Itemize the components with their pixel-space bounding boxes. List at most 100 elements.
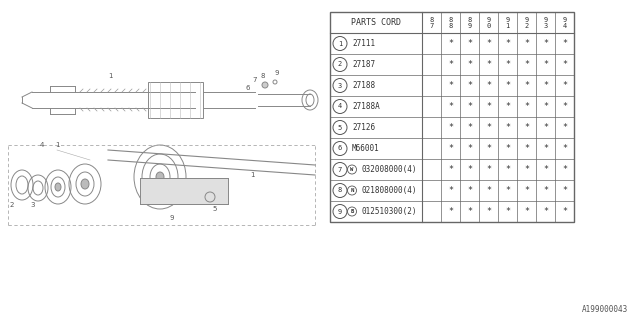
Text: 9: 9: [338, 209, 342, 214]
Text: *: *: [524, 165, 529, 174]
Text: 9: 9: [524, 17, 529, 22]
Text: *: *: [448, 186, 453, 195]
Text: 1: 1: [108, 73, 112, 79]
Text: *: *: [467, 60, 472, 69]
Text: *: *: [562, 144, 567, 153]
Text: 5: 5: [212, 206, 216, 212]
Bar: [140, 178, 228, 204]
Text: *: *: [448, 102, 453, 111]
Text: *: *: [524, 144, 529, 153]
Text: 9: 9: [563, 17, 566, 22]
Text: 27187: 27187: [352, 60, 375, 69]
Text: *: *: [467, 81, 472, 90]
Ellipse shape: [55, 183, 61, 191]
Text: *: *: [448, 207, 453, 216]
Bar: [148, 82, 203, 118]
Text: *: *: [543, 186, 548, 195]
Text: *: *: [467, 165, 472, 174]
Text: 2: 2: [10, 202, 14, 208]
Text: *: *: [467, 102, 472, 111]
Text: *: *: [524, 123, 529, 132]
Text: *: *: [562, 207, 567, 216]
Text: *: *: [505, 207, 510, 216]
Text: *: *: [524, 102, 529, 111]
Text: 012510300(2): 012510300(2): [362, 207, 417, 216]
Text: *: *: [562, 165, 567, 174]
Ellipse shape: [81, 179, 89, 189]
Text: 3: 3: [30, 202, 35, 208]
Text: 1: 1: [250, 172, 255, 178]
Text: 9: 9: [506, 17, 509, 22]
Text: 27126: 27126: [352, 123, 375, 132]
Text: 3: 3: [543, 23, 548, 29]
Text: *: *: [524, 39, 529, 48]
Text: 8: 8: [429, 17, 434, 22]
Text: 6: 6: [246, 85, 250, 91]
Text: *: *: [562, 39, 567, 48]
Text: 5: 5: [338, 124, 342, 131]
Text: *: *: [448, 81, 453, 90]
Text: *: *: [486, 39, 491, 48]
Text: 9: 9: [486, 17, 491, 22]
Text: *: *: [543, 60, 548, 69]
Text: *: *: [486, 186, 491, 195]
Text: 4: 4: [563, 23, 566, 29]
Text: *: *: [505, 144, 510, 153]
Text: B: B: [350, 209, 354, 214]
Text: *: *: [467, 123, 472, 132]
Text: *: *: [467, 207, 472, 216]
Text: 2: 2: [338, 61, 342, 68]
Text: 1: 1: [55, 142, 60, 148]
Text: 9: 9: [170, 215, 175, 221]
Text: 27188: 27188: [352, 81, 375, 90]
Text: *: *: [448, 123, 453, 132]
Text: *: *: [486, 81, 491, 90]
Text: 7: 7: [253, 77, 257, 83]
Text: *: *: [486, 102, 491, 111]
Text: 4: 4: [338, 103, 342, 109]
Text: *: *: [543, 81, 548, 90]
Text: *: *: [448, 144, 453, 153]
Text: 1: 1: [338, 41, 342, 46]
Text: *: *: [524, 186, 529, 195]
Text: *: *: [467, 144, 472, 153]
Text: 9: 9: [467, 23, 472, 29]
Text: *: *: [543, 102, 548, 111]
Text: *: *: [524, 207, 529, 216]
Text: W: W: [350, 167, 354, 172]
Text: *: *: [505, 39, 510, 48]
Text: *: *: [467, 39, 472, 48]
Text: *: *: [486, 165, 491, 174]
Text: *: *: [505, 81, 510, 90]
Text: 2: 2: [524, 23, 529, 29]
Text: 8: 8: [338, 188, 342, 194]
Text: PARTS CORD: PARTS CORD: [351, 18, 401, 27]
Text: *: *: [505, 102, 510, 111]
Text: *: *: [486, 60, 491, 69]
Text: N: N: [350, 188, 354, 193]
Text: 8: 8: [260, 73, 265, 79]
Text: *: *: [448, 39, 453, 48]
Text: *: *: [543, 39, 548, 48]
Text: 9: 9: [275, 70, 279, 76]
Text: M66001: M66001: [352, 144, 380, 153]
Text: 0: 0: [486, 23, 491, 29]
Text: 27111: 27111: [352, 39, 375, 48]
Text: 27188A: 27188A: [352, 102, 380, 111]
Text: *: *: [543, 165, 548, 174]
Text: *: *: [505, 60, 510, 69]
Text: *: *: [543, 144, 548, 153]
Text: *: *: [562, 102, 567, 111]
Text: 7: 7: [429, 23, 434, 29]
Text: *: *: [562, 60, 567, 69]
Text: 3: 3: [338, 83, 342, 89]
Text: 021808000(4): 021808000(4): [362, 186, 417, 195]
Text: *: *: [524, 81, 529, 90]
Text: *: *: [562, 123, 567, 132]
Text: *: *: [524, 60, 529, 69]
Text: *: *: [486, 207, 491, 216]
Text: 8: 8: [449, 23, 452, 29]
Text: *: *: [486, 123, 491, 132]
Text: *: *: [486, 144, 491, 153]
Text: *: *: [505, 186, 510, 195]
